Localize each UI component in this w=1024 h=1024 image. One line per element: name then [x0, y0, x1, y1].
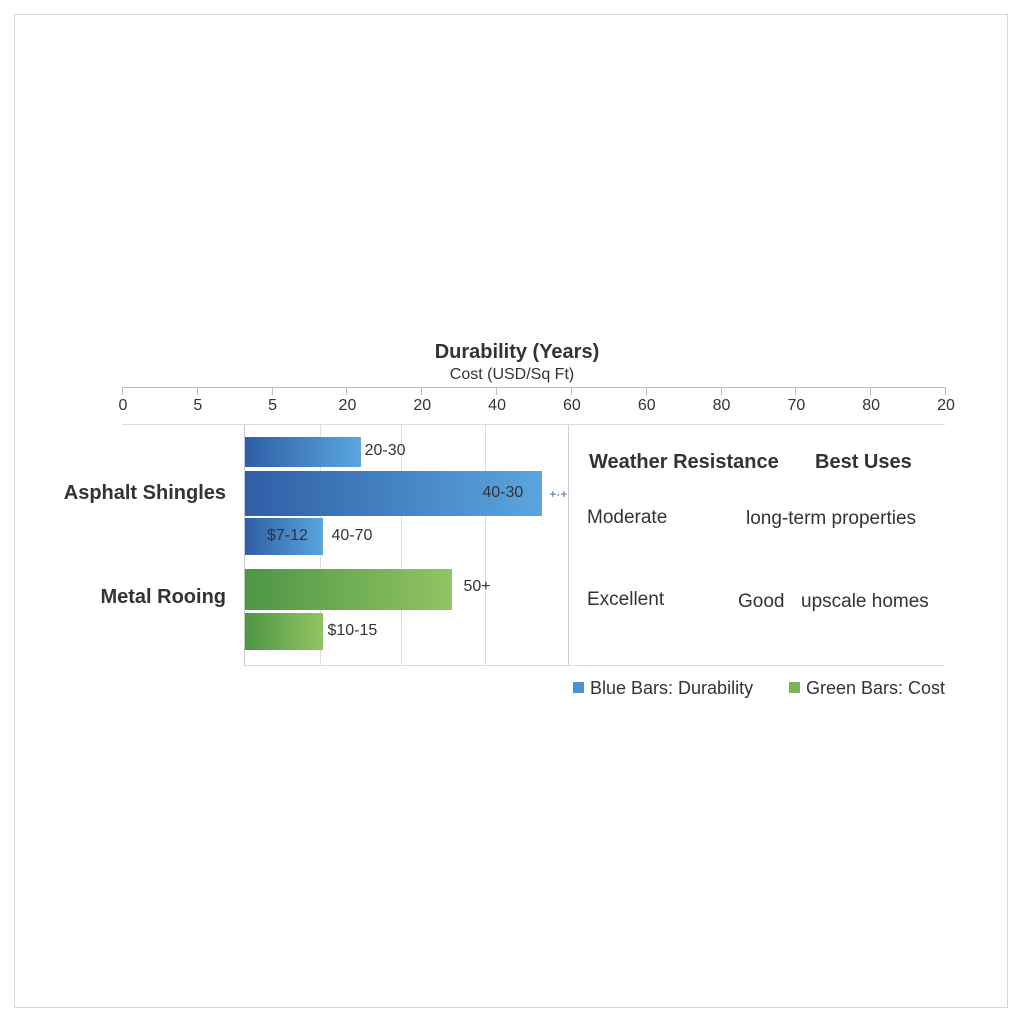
chart-subtitle: Cost (USD/Sq Ft) — [449, 366, 575, 383]
x-tick-mark — [720, 387, 722, 395]
x-tick-label: 80 — [862, 397, 881, 414]
x-tick-mark — [945, 387, 946, 395]
chart-title: Durability (Years) — [434, 341, 600, 363]
legend-label-cost: Green Bars: Cost — [806, 678, 946, 698]
bar-value-label: $7-12 — [267, 526, 308, 544]
x-tick-label: 40 — [488, 397, 506, 414]
bar-green — [245, 613, 324, 650]
x-tick-label: 20 — [413, 397, 432, 414]
gridline — [401, 425, 402, 665]
x-tick-label: 20 — [937, 397, 955, 414]
y-axis-line — [244, 425, 245, 666]
bar-value-label: 40-30 — [482, 483, 524, 501]
x-tick-mark — [795, 387, 797, 395]
x-tick-mark — [196, 387, 198, 395]
x-tick-label: 0 — [118, 397, 128, 414]
bar-blue — [245, 518, 324, 555]
bar-value-label: 20-30 — [364, 442, 406, 459]
x-tick-mark — [645, 387, 647, 395]
cell-weather-metal: Excellent — [587, 589, 665, 610]
bar-blue — [245, 471, 543, 516]
x-tick-label: 20 — [338, 397, 357, 414]
bar-green — [245, 569, 452, 610]
bar-extra-label: 40-70 — [331, 526, 373, 544]
x-tick-mark — [346, 387, 348, 395]
column-header-best-uses: Best Uses — [815, 451, 912, 473]
chart-frame — [14, 14, 1008, 1008]
x-tick-mark — [122, 387, 123, 395]
x-tick-mark — [271, 387, 273, 395]
category-label-metal: Metal Rooing — [100, 586, 226, 608]
bar-value-label: 50+ — [463, 577, 491, 595]
x-tick-mark — [421, 387, 423, 395]
plot-top-border — [122, 424, 945, 425]
legend-item-cost: Green Bars: Cost — [789, 678, 945, 699]
cell-rating-metal: Good — [738, 591, 785, 612]
cell-uses-metal: upscale homes — [801, 591, 929, 612]
x-tick-label: 5 — [193, 397, 203, 414]
x-tick-mark — [870, 387, 872, 395]
x-tick-label: 80 — [712, 397, 731, 414]
x-tick-label: 70 — [787, 397, 806, 414]
x-tick-label: 5 — [268, 397, 278, 414]
x-tick-mark — [570, 387, 572, 395]
legend-swatch-cost — [789, 682, 800, 693]
legend-swatch-durability — [573, 682, 584, 693]
x-tick-label: 60 — [563, 397, 581, 414]
cell-weather-asphalt: Moderate — [587, 507, 668, 528]
x-axis-line — [122, 387, 945, 388]
x-tick-mark — [496, 387, 498, 395]
plot-bottom-border — [244, 665, 945, 666]
bar-annotation-mark: +·+ — [549, 486, 568, 501]
legend-item-durability: Blue Bars: Durability — [573, 678, 753, 699]
table-divider — [568, 425, 569, 665]
gridline — [485, 425, 486, 665]
category-label-asphalt: Asphalt Shingles — [63, 482, 226, 504]
cell-uses-asphalt: long-term properties — [746, 508, 917, 529]
bar-value-label: $10-15 — [327, 621, 378, 639]
column-header-weather-resistance: Weather Resistance — [589, 451, 779, 473]
legend-label-durability: Blue Bars: Durability — [590, 678, 754, 698]
x-tick-label: 60 — [637, 397, 656, 414]
bar-blue — [245, 437, 361, 467]
